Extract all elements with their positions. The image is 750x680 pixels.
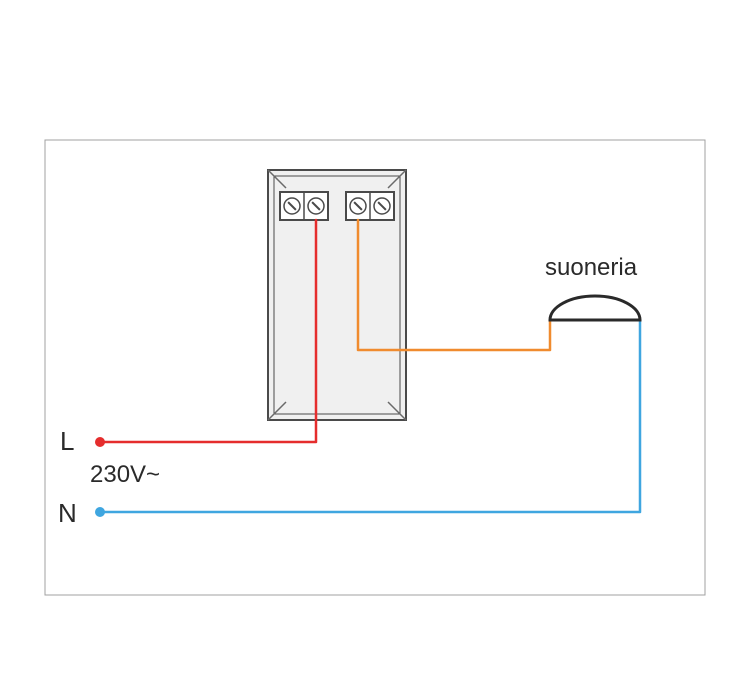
wiring-diagram: suoneria L N 230V~ (0, 0, 750, 680)
bell-label: suoneria (545, 254, 638, 281)
label-voltage: 230V~ (90, 461, 160, 488)
device-module (268, 170, 406, 420)
label-live: L (60, 426, 74, 456)
wire-neutral-terminal-dot (95, 507, 105, 517)
bell-icon: suoneria (545, 254, 640, 320)
label-neutral: N (58, 498, 77, 528)
wire-live-terminal-dot (95, 437, 105, 447)
